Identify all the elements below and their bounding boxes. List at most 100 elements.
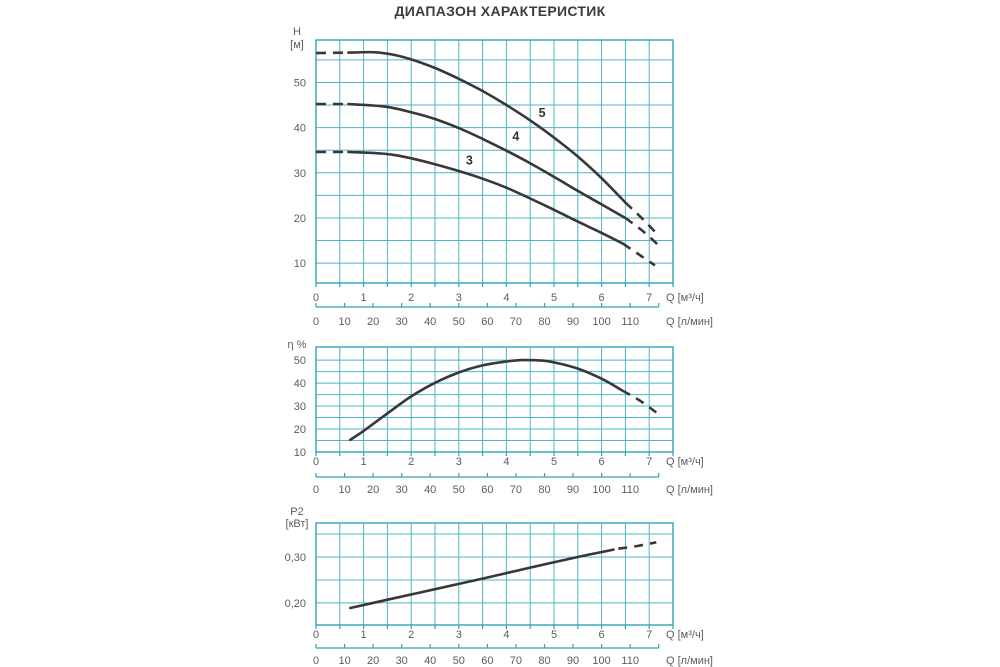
secondary-tick-label: 90 xyxy=(567,316,579,328)
secondary-tick-label: 70 xyxy=(510,655,522,667)
x-axis-unit-secondary: Q [л/мин] xyxy=(666,316,713,328)
curve-3-dashed-end xyxy=(622,242,656,267)
secondary-tick-label: 20 xyxy=(367,484,379,496)
secondary-tick-label: 110 xyxy=(621,484,639,496)
y-tick-label: 10 xyxy=(294,447,306,459)
eta-curve-solid xyxy=(349,358,624,442)
chart-power: 0 1 2 3 4 5 6 7 Q [м³/ч] 0,20 0,30 P2[кВт] 0 10 20 30 40… xyxy=(285,506,713,667)
y-tick-label: 50 xyxy=(294,78,306,90)
curve-5-label: 5 xyxy=(539,106,546,120)
secondary-tick-label: 40 xyxy=(424,655,436,667)
curve-4-label: 4 xyxy=(512,130,519,144)
secondary-tick-label: 50 xyxy=(453,484,465,496)
plot-border xyxy=(315,346,674,453)
secondary-tick-label: 30 xyxy=(396,655,408,667)
y-axis-title: P2 xyxy=(290,506,303,518)
curve-3-solid xyxy=(347,150,625,245)
x-tick-label: 1 xyxy=(361,292,367,304)
x-tick-label: 6 xyxy=(599,629,605,641)
secondary-tick-label: 0 xyxy=(313,484,319,496)
secondary-tick-label: 50 xyxy=(453,655,465,667)
y-tick-label: 30 xyxy=(294,168,306,180)
secondary-tick-label: 110 xyxy=(621,655,639,667)
y-tick-label: 20 xyxy=(294,213,306,225)
x-tick-label: 3 xyxy=(456,456,462,468)
secondary-tick-label: 100 xyxy=(592,316,610,328)
x-axis-unit-secondary: Q [л/мин] xyxy=(666,655,713,667)
secondary-tick-label: 40 xyxy=(424,484,436,496)
y-tick-label: 40 xyxy=(294,378,306,390)
y-tick-label: 40 xyxy=(294,123,306,135)
secondary-tick-label: 100 xyxy=(592,484,610,496)
eta-curve-dashed-end xyxy=(621,389,658,414)
x-tick-label: 2 xyxy=(408,629,414,641)
x-axis-unit-primary: Q [м³/ч] xyxy=(666,456,704,468)
x-tick-label: 0 xyxy=(313,292,319,304)
curve-5-solid xyxy=(347,50,627,204)
x-tick-label: 2 xyxy=(408,292,414,304)
x-tick-label: 7 xyxy=(646,456,652,468)
secondary-tick-label: 30 xyxy=(396,316,408,328)
x-axis-unit-primary: Q [м³/ч] xyxy=(666,292,704,304)
curve-5-dashed-end xyxy=(624,201,659,236)
curve-3-label: 3 xyxy=(466,154,473,168)
x-tick-label: 1 xyxy=(361,629,367,641)
secondary-tick-label: 110 xyxy=(621,316,639,328)
x-tick-label: 6 xyxy=(599,292,605,304)
curve-4-solid xyxy=(347,102,627,220)
secondary-tick-label: 60 xyxy=(481,484,493,496)
secondary-tick-label: 0 xyxy=(313,655,319,667)
x-axis-unit-primary: Q [м³/ч] xyxy=(666,629,704,641)
secondary-tick-label: 40 xyxy=(424,316,436,328)
secondary-tick-label: 30 xyxy=(396,484,408,496)
secondary-tick-label: 70 xyxy=(510,316,522,328)
secondary-tick-label: 20 xyxy=(367,655,379,667)
x-tick-label: 6 xyxy=(599,456,605,468)
y-tick-label: 0,20 xyxy=(285,598,306,610)
x-tick-label: 2 xyxy=(408,456,414,468)
chart-head: 0 1 2 3 4 5 6 7 Q [м³/ч] 10 20 30 40 50 H[м] 0 10 20 30 40 5… xyxy=(290,26,713,328)
x-tick-label: 5 xyxy=(551,292,557,304)
y-axis-title: η % xyxy=(288,339,307,351)
x-tick-label: 3 xyxy=(456,292,462,304)
secondary-tick-label: 0 xyxy=(313,316,319,328)
secondary-tick-label: 50 xyxy=(453,316,465,328)
chart-efficiency: 0 1 2 3 4 5 6 7 Q [м³/ч] 10 20 30 40 50 η % 0 10 20 30 40 50… xyxy=(288,339,713,496)
secondary-tick-label: 70 xyxy=(510,484,522,496)
y-tick-label: 20 xyxy=(294,424,306,436)
y-tick-label: 30 xyxy=(294,401,306,413)
p2-curve-solid xyxy=(349,548,615,610)
plot-border xyxy=(315,39,674,284)
x-tick-label: 0 xyxy=(313,456,319,468)
secondary-tick-label: 80 xyxy=(538,484,550,496)
x-tick-label: 7 xyxy=(646,629,652,641)
secondary-tick-label: 10 xyxy=(338,316,350,328)
y-axis-title: [кВт] xyxy=(286,518,309,530)
x-tick-label: 5 xyxy=(551,629,557,641)
y-axis-title: [м] xyxy=(290,39,304,51)
x-tick-label: 3 xyxy=(456,629,462,641)
y-tick-label: 0,30 xyxy=(285,552,306,564)
secondary-tick-label: 100 xyxy=(592,655,610,667)
plot-border xyxy=(315,522,674,626)
x-axis-unit-secondary: Q [л/мин] xyxy=(666,484,713,496)
secondary-tick-label: 80 xyxy=(538,316,550,328)
x-tick-label: 0 xyxy=(313,629,319,641)
y-tick-label: 50 xyxy=(294,355,306,367)
y-tick-label: 10 xyxy=(294,258,306,270)
page-title: ДИАПАЗОН ХАРАКТЕРИСТИК xyxy=(394,3,606,19)
curve-5-dashed-start xyxy=(315,51,349,55)
secondary-tick-label: 60 xyxy=(481,655,493,667)
x-tick-label: 4 xyxy=(503,629,509,641)
secondary-tick-label: 10 xyxy=(338,484,350,496)
x-tick-label: 4 xyxy=(503,292,509,304)
x-tick-label: 4 xyxy=(503,456,509,468)
secondary-tick-label: 80 xyxy=(538,655,550,667)
curve-4-dashed-end xyxy=(624,216,662,249)
secondary-tick-label: 90 xyxy=(567,655,579,667)
x-tick-label: 1 xyxy=(361,456,367,468)
secondary-tick-label: 60 xyxy=(481,316,493,328)
secondary-tick-label: 90 xyxy=(567,484,579,496)
